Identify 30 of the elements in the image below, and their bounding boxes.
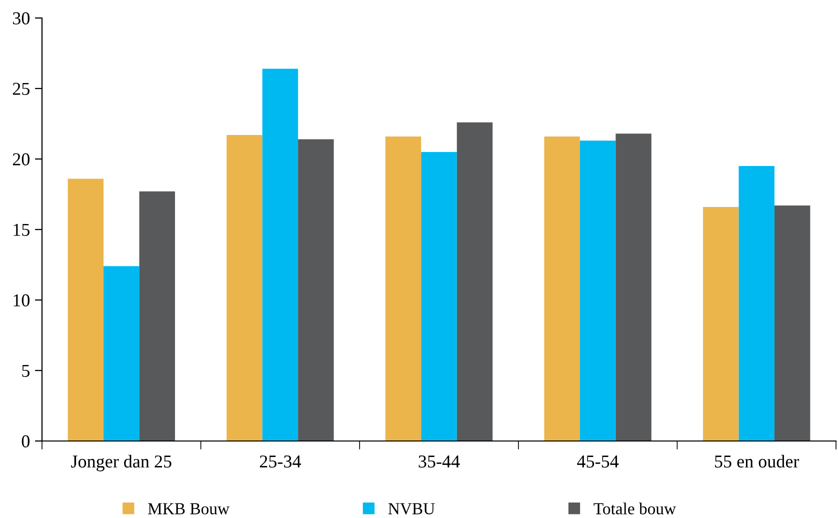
bar	[385, 136, 422, 441]
y-tick-label: 10	[14, 294, 30, 306]
bar	[738, 166, 774, 441]
bar	[774, 206, 810, 441]
legend-label: NVBU	[388, 503, 435, 514]
y-tick-label: 25	[12, 82, 30, 95]
bar	[544, 136, 580, 441]
bar	[104, 266, 140, 441]
x-tick-label: 25-34	[260, 455, 301, 468]
bar	[298, 139, 334, 441]
y-tick-label: 5	[22, 364, 30, 377]
bar	[226, 135, 262, 441]
x-tick-label: 35-44	[418, 455, 460, 468]
x-tick-label: 45-54	[577, 456, 619, 468]
x-tick-label: Jonger dan 25	[71, 454, 172, 472]
bar	[456, 122, 493, 441]
legend-label: MKB Bouw	[148, 503, 230, 514]
bar	[616, 134, 652, 441]
y-tick-label: 0	[22, 435, 30, 448]
y-tick-label: 20	[12, 153, 30, 166]
y-tick-label: 15	[14, 224, 30, 236]
legend-label: Totale bouw	[594, 502, 676, 514]
x-tick-label: 55 en ouder	[715, 454, 800, 468]
bar	[703, 206, 739, 441]
bar	[421, 152, 457, 441]
bar	[68, 178, 104, 441]
bar	[262, 68, 298, 441]
bar	[139, 191, 175, 441]
bar	[580, 140, 616, 441]
y-tick-label: 30	[13, 12, 30, 24]
